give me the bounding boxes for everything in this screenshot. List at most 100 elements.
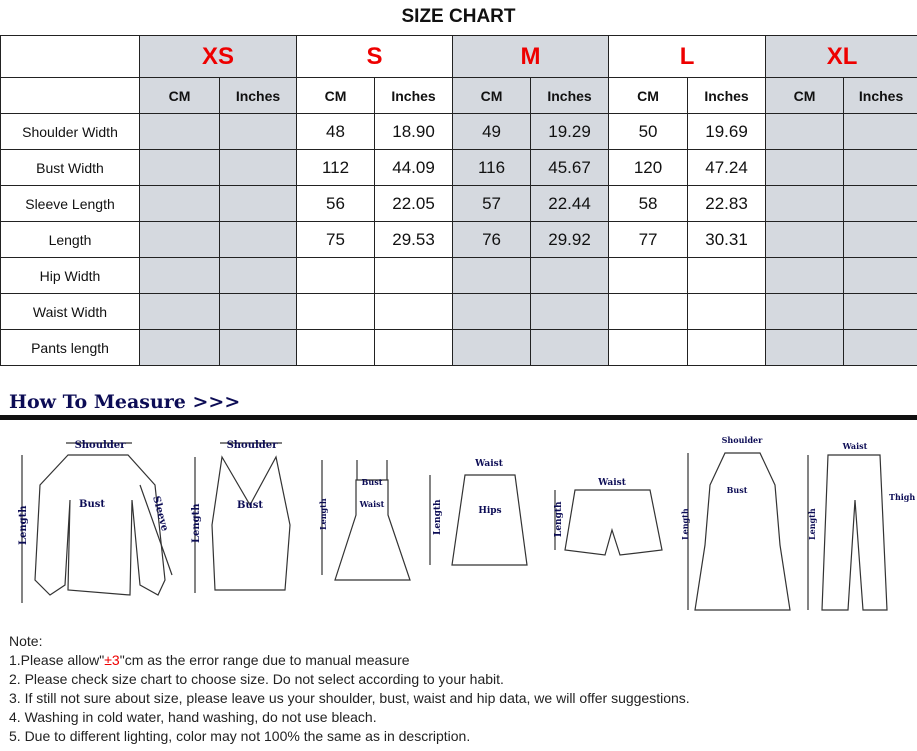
table-row: Hip Width	[0, 257, 917, 294]
note-text: 1.Please allow"	[9, 652, 105, 668]
row-label: Waist Width	[0, 293, 140, 330]
svg-text:Shoulder: Shoulder	[75, 440, 127, 451]
value-cell: 116	[452, 149, 532, 186]
coat-diagram: Shoulder Bust Length	[680, 435, 791, 611]
unit-header: Inches	[687, 77, 767, 114]
value-cell	[687, 293, 767, 330]
row-label: Shoulder Width	[0, 113, 140, 150]
value-cell	[843, 221, 917, 258]
table-row: Waist Width	[0, 293, 917, 330]
value-cell	[608, 257, 689, 294]
value-cell	[218, 149, 298, 186]
svg-text:Bust: Bust	[237, 500, 263, 511]
notes-heading: Note:	[9, 633, 43, 649]
value-cell	[843, 113, 917, 150]
value-cell: 18.90	[374, 113, 454, 150]
svg-text:Shoulder: Shoulder	[227, 440, 279, 451]
value-cell	[139, 113, 220, 150]
value-cell	[687, 257, 767, 294]
value-cell: 77	[608, 221, 689, 258]
shorts-diagram: Waist Length	[554, 478, 663, 556]
note-2: 2. Please check size chart to choose siz…	[9, 671, 504, 687]
unit-header: Inches	[530, 77, 610, 114]
size-header-row: XS S M L XL	[0, 35, 917, 78]
value-cell	[374, 257, 454, 294]
value-cell: 47.24	[687, 149, 767, 186]
unit-header: CM	[139, 77, 220, 114]
svg-text:Bust: Bust	[727, 485, 748, 495]
size-header-m: M	[452, 35, 610, 78]
size-header-xl: XL	[765, 35, 917, 78]
unit-header: CM	[452, 77, 532, 114]
unit-header-row: CM Inches CM Inches CM Inches CM Inches CM Inches	[0, 77, 917, 114]
size-chart-table: XS S M L XL CM Inches CM Inches CM Inches CM Inches C…	[0, 35, 917, 366]
corner-cell	[0, 35, 140, 78]
svg-text:Hips: Hips	[478, 506, 501, 516]
value-cell: 22.83	[687, 185, 767, 222]
unit-header: CM	[608, 77, 689, 114]
value-cell	[765, 293, 845, 330]
value-cell: 44.09	[374, 149, 454, 186]
unit-header: CM	[296, 77, 376, 114]
svg-text:Shoulder: Shoulder	[722, 435, 763, 445]
row-label: Pants length	[0, 329, 140, 366]
value-cell	[608, 329, 689, 366]
value-cell	[296, 329, 376, 366]
value-cell: 75	[296, 221, 376, 258]
value-cell	[530, 257, 610, 294]
value-cell	[452, 293, 532, 330]
value-cell: 56	[296, 185, 376, 222]
value-cell: 120	[608, 149, 689, 186]
value-cell	[139, 149, 220, 186]
value-cell	[218, 293, 298, 330]
value-cell	[452, 329, 532, 366]
unit-header: Inches	[374, 77, 454, 114]
how-to-measure-heading: How To Measure >>>	[9, 391, 241, 413]
svg-text:Bust: Bust	[362, 477, 383, 487]
svg-text:Bust: Bust	[79, 499, 105, 510]
value-cell: 58	[608, 185, 689, 222]
value-cell	[843, 293, 917, 330]
value-cell	[218, 329, 298, 366]
svg-text:Waist: Waist	[359, 499, 385, 509]
unit-header: CM	[765, 77, 845, 114]
tank-diagram: Shoulder Bust Length	[191, 440, 291, 593]
value-cell	[218, 113, 298, 150]
value-cell	[218, 221, 298, 258]
svg-text:Length: Length	[191, 503, 202, 543]
value-cell: 50	[608, 113, 689, 150]
note-1: 1.Please allow"±3"cm as the error range …	[9, 651, 690, 670]
corner-cell	[0, 77, 140, 114]
divider	[0, 415, 917, 420]
value-cell	[139, 329, 220, 366]
svg-text:Length: Length	[433, 499, 443, 535]
value-cell: 30.31	[687, 221, 767, 258]
svg-text:Waist: Waist	[597, 478, 627, 488]
svg-text:Length: Length	[807, 508, 817, 540]
note-4: 4. Washing in cold water, hand washing, …	[9, 709, 377, 725]
svg-text:Waist: Waist	[474, 459, 504, 469]
svg-text:Length: Length	[554, 501, 564, 537]
svg-text:Length: Length	[18, 505, 29, 545]
value-cell	[374, 329, 454, 366]
value-cell: 19.29	[530, 113, 610, 150]
value-cell: 48	[296, 113, 376, 150]
value-cell	[296, 257, 376, 294]
value-cell: 76	[452, 221, 532, 258]
value-cell	[765, 185, 845, 222]
table-row: Bust Width 112 44.09 116 45.67 120 47.24	[0, 149, 917, 186]
row-label: Sleeve Length	[0, 185, 140, 222]
value-cell	[843, 185, 917, 222]
value-cell	[452, 257, 532, 294]
dress-diagram: Bust Waist Length	[318, 460, 411, 581]
size-header-s: S	[296, 35, 454, 78]
measurement-diagrams: Shoulder Bust Sleeve Length Shoulder Bus…	[18, 435, 915, 611]
value-cell	[765, 113, 845, 150]
unit-header: Inches	[218, 77, 298, 114]
size-header-xs: XS	[138, 35, 298, 78]
table-row: Shoulder Width 48 18.90 49 19.29 50 19.69	[0, 113, 917, 150]
value-cell	[765, 257, 845, 294]
note-text: "cm as the error range due to manual mea…	[119, 652, 410, 668]
svg-text:Waist: Waist	[842, 441, 868, 451]
unit-header: Inches	[843, 77, 917, 114]
